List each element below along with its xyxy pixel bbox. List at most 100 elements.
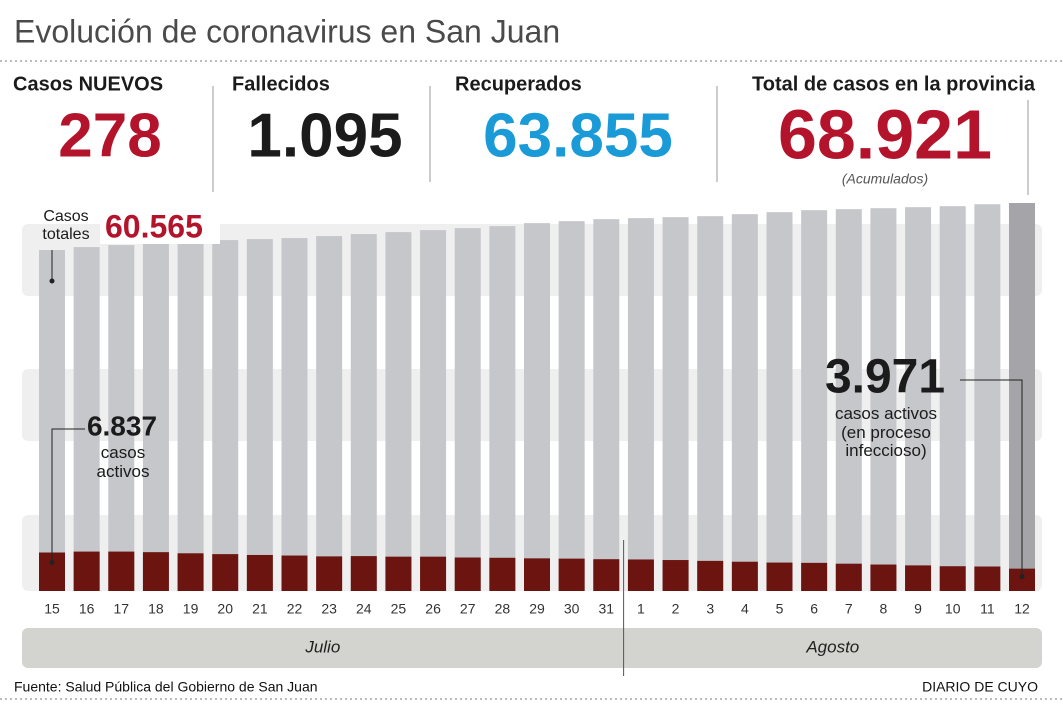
bar-total xyxy=(697,216,724,592)
bar-total xyxy=(281,238,308,591)
bar-total xyxy=(766,212,793,592)
x-tick-label: 4 xyxy=(741,601,749,617)
stat-value: 278 xyxy=(58,101,161,170)
series-label: casos activos xyxy=(96,443,150,481)
leader-dot xyxy=(1019,574,1025,580)
leader-dot xyxy=(49,560,55,566)
bar-active xyxy=(454,557,481,591)
bar-active xyxy=(905,565,932,591)
value-label: 6.837 xyxy=(87,410,157,441)
bar-total xyxy=(662,217,689,591)
bar-active xyxy=(558,558,585,591)
bar-active xyxy=(662,560,689,591)
stat-value: 63.855 xyxy=(483,101,673,170)
bar-active xyxy=(177,553,204,591)
bar-active xyxy=(350,556,377,591)
x-tick-label: 6 xyxy=(810,601,818,617)
x-tick-label: 18 xyxy=(148,601,164,617)
bar-active xyxy=(835,563,862,591)
bar-active xyxy=(142,552,169,591)
bar-active xyxy=(420,556,447,591)
stat-note: (Acumulados) xyxy=(842,171,928,187)
month-label: Julio xyxy=(304,637,340,656)
x-tick-label: 23 xyxy=(321,601,337,617)
bar-active xyxy=(731,561,758,591)
bar-active xyxy=(1009,568,1035,591)
bar-active xyxy=(801,562,828,591)
bar-total xyxy=(593,219,620,591)
stat-value: 68.921 xyxy=(778,95,992,173)
x-tick-label: 17 xyxy=(113,601,129,617)
x-tick-label: 16 xyxy=(79,601,95,617)
stat-label: Fallecidos xyxy=(232,73,330,95)
bar-active xyxy=(246,554,273,591)
month-label: Agosto xyxy=(805,637,859,656)
value-label: 3.971 xyxy=(825,351,945,404)
title: Evolución de coronavirus en San Juan xyxy=(14,13,560,49)
value-label: 60.565 xyxy=(105,208,203,244)
bar-active xyxy=(489,557,516,591)
x-tick-label: 10 xyxy=(945,601,961,617)
leader xyxy=(960,379,1023,575)
bar-total xyxy=(801,210,828,591)
x-tick-label: 2 xyxy=(672,601,680,617)
stat-label: Casos NUEVOS xyxy=(13,73,163,95)
bar-total xyxy=(177,241,204,591)
bar-total xyxy=(731,214,758,591)
bar-active xyxy=(212,554,239,591)
x-tick-label: 24 xyxy=(356,601,372,617)
x-tick-label: 3 xyxy=(706,601,714,617)
x-tick-label: 28 xyxy=(495,601,511,617)
bar-total xyxy=(316,236,343,591)
stat-value: 1.095 xyxy=(247,101,402,170)
bar-total xyxy=(835,209,862,591)
x-tick-label: 9 xyxy=(914,601,922,617)
stat-label: Total de casos en la provincia xyxy=(752,73,1036,95)
bar-active xyxy=(385,556,412,591)
bar-active xyxy=(627,559,654,591)
label-bg xyxy=(100,212,220,244)
bar-total xyxy=(454,228,481,591)
bar-total xyxy=(212,240,239,591)
bar-total xyxy=(73,247,100,592)
x-tick-label: 1 xyxy=(637,601,645,617)
x-tick-label: 31 xyxy=(598,601,614,617)
bar-total xyxy=(142,243,169,592)
x-tick-label: 12 xyxy=(1014,601,1030,617)
bar-total xyxy=(558,221,585,592)
leader-dot xyxy=(49,278,55,284)
x-tick-label: 19 xyxy=(183,601,199,617)
x-tick-label: 7 xyxy=(845,601,853,617)
x-tick-label: 20 xyxy=(217,601,233,617)
bar-total xyxy=(939,206,966,591)
bar-total xyxy=(420,230,447,592)
bar-active xyxy=(766,562,793,591)
x-tick-label: 21 xyxy=(252,601,268,617)
bar-total xyxy=(870,208,897,591)
x-tick-label: 15 xyxy=(44,601,60,617)
bar-active xyxy=(281,555,308,591)
stat-label: Recuperados xyxy=(455,73,582,95)
bar-total xyxy=(489,226,516,592)
bar-total xyxy=(627,218,654,591)
bar-total xyxy=(905,207,932,592)
x-tick-label: 26 xyxy=(425,601,441,617)
bar-active xyxy=(974,566,1001,591)
bar-total xyxy=(108,245,135,591)
leader xyxy=(51,428,85,561)
bar-active xyxy=(108,551,135,591)
bar-total xyxy=(385,232,412,591)
bar-total xyxy=(524,223,550,591)
x-tick-label: 29 xyxy=(529,601,545,617)
bar-active xyxy=(316,556,343,591)
bar-active xyxy=(593,559,620,591)
x-tick-label: 8 xyxy=(880,601,888,617)
bar-active xyxy=(73,551,100,591)
x-tick-label: 25 xyxy=(391,601,407,617)
bar-total xyxy=(974,204,1001,591)
bar-total xyxy=(246,239,273,592)
annotation: casos activos (en proceso infeccioso) xyxy=(834,404,938,461)
x-tick-label: 30 xyxy=(564,601,580,617)
